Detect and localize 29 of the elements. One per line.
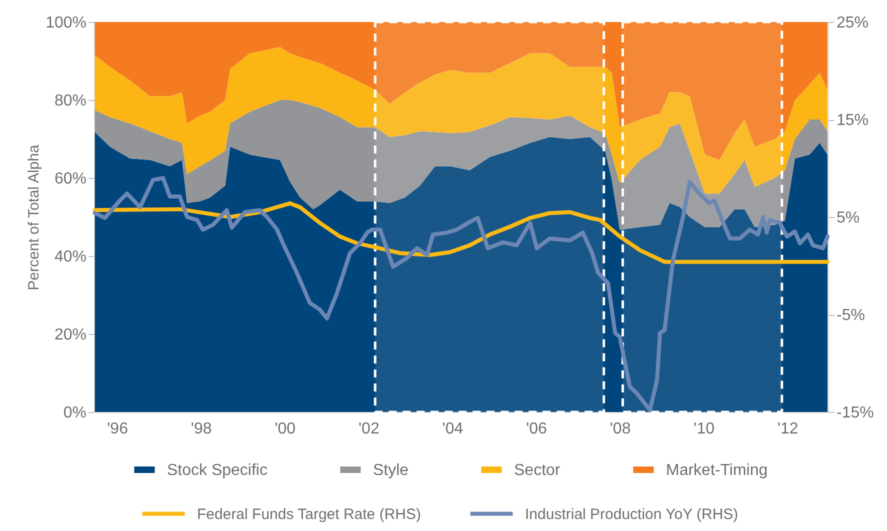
y-tick-label: 0% [63, 404, 86, 422]
y2-tick-label: -15% [836, 404, 874, 422]
y-tick-label: 60% [54, 170, 86, 188]
x-tick-label: '08 [610, 420, 631, 438]
x-tick-label: '06 [526, 420, 548, 438]
x-tick-label: '00 [274, 420, 296, 438]
y-axis-title: Percent of Total Alpha [26, 144, 43, 290]
legend-label: Style [373, 462, 409, 479]
y-tick-label: 100% [46, 14, 86, 32]
legend-label: Market-Timing [666, 462, 768, 479]
x-tick-label: '98 [190, 420, 212, 438]
y2-tick-label: 5% [836, 210, 860, 226]
line-series [92, 176, 830, 412]
legend-label: Federal Funds Target Rate (RHS) [197, 506, 421, 523]
x-tick-label: '02 [358, 420, 380, 438]
y2-tick-label: 15% [836, 112, 869, 129]
x-tick-label: '12 [777, 420, 798, 438]
x-tick-label: '10 [694, 420, 715, 438]
legend-label: Stock Specific [167, 462, 268, 479]
line-series [92, 201, 830, 264]
legend-label: Sector [514, 462, 561, 479]
x-tick-label: '96 [107, 420, 128, 438]
y2-tick-label: -5% [836, 307, 865, 324]
y-tick-label: 80% [54, 92, 86, 110]
legend-label: Industrial Production YoY (RHS) [525, 506, 738, 523]
y2-tick-label: 25% [836, 14, 869, 32]
x-tick-label: '04 [442, 420, 464, 438]
y-tick-label: 40% [54, 248, 86, 266]
y-tick-label: 20% [54, 326, 86, 344]
